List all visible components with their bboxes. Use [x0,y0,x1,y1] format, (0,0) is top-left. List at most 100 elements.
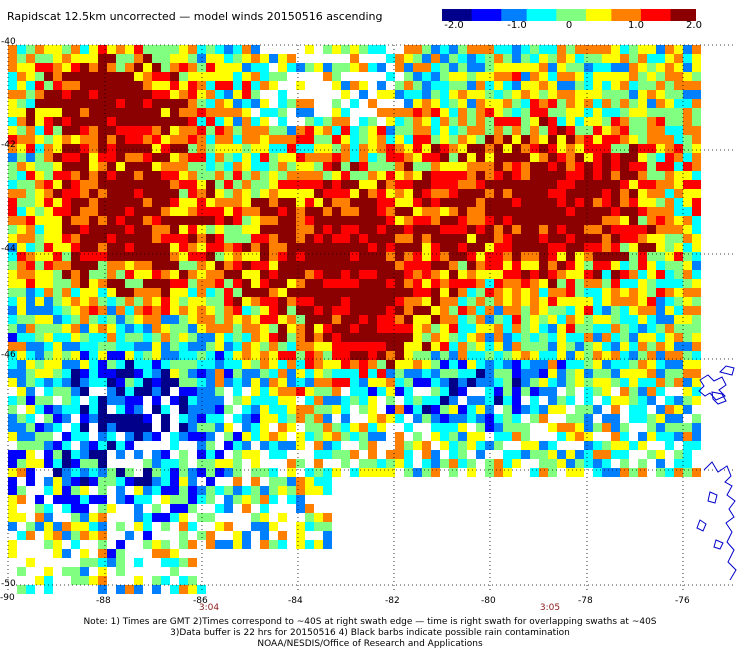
wind-cell [314,441,323,450]
wind-cell [674,423,683,432]
wind-cell [539,207,548,216]
wind-cell [647,297,656,306]
wind-cell [251,468,260,477]
colorbar-swatch [535,9,540,21]
wind-cell [242,306,251,315]
wind-cell [287,342,296,351]
wind-cell [125,441,134,450]
wind-cell [665,306,674,315]
wind-cell [521,45,530,54]
wind-cell [638,369,647,378]
wind-cell [278,90,287,99]
wind-cell [341,243,350,252]
wind-cell [332,405,341,414]
wind-cell [251,234,260,243]
wind-cell [440,324,449,333]
wind-cell [395,405,404,414]
wind-cell [386,171,395,180]
wind-cell [674,297,683,306]
wind-cell [8,549,17,558]
wind-cell [224,216,233,225]
wind-cell [386,90,395,99]
wind-cell [413,261,422,270]
wind-cell [53,324,62,333]
wind-cell [629,225,638,234]
wind-cell [404,126,413,135]
wind-cell [134,504,143,513]
wind-cell [98,90,107,99]
wind-cell [152,261,161,270]
wind-cell [179,270,188,279]
wind-cell [368,216,377,225]
wind-cell [17,243,26,252]
wind-cell [269,243,278,252]
wind-cell [512,297,521,306]
wind-cell [224,468,233,477]
wind-cell [521,450,530,459]
wind-cell [539,405,548,414]
wind-cell [62,378,71,387]
wind-cell [161,162,170,171]
wind-cell [161,72,170,81]
wind-cell [512,63,521,72]
wind-cell [530,207,539,216]
wind-cell [377,387,386,396]
wind-cell [161,405,170,414]
wind-cell [503,297,512,306]
wind-cell [350,99,359,108]
wind-cell [107,207,116,216]
wind-cell [602,324,611,333]
wind-cell [665,252,674,261]
wind-cell [665,333,674,342]
wind-cell [242,378,251,387]
colorbar-swatch [547,9,553,21]
wind-cell [341,261,350,270]
wind-cell [251,396,260,405]
wind-cell [665,432,674,441]
wind-cell [161,306,170,315]
wind-cell [584,63,593,72]
wind-cell [53,234,62,243]
wind-cell [332,315,341,324]
wind-cell [593,180,602,189]
wind-cell [566,63,575,72]
wind-cell [215,468,224,477]
wind-cell [377,135,386,144]
wind-cell [26,477,35,486]
wind-cell [404,450,413,459]
wind-cell [647,252,656,261]
wind-cell [269,351,278,360]
wind-cell [476,207,485,216]
wind-cell [188,252,197,261]
wind-cell [233,531,242,540]
wind-cell [179,117,188,126]
wind-cell [134,180,143,189]
colorbar-swatch [480,9,485,21]
wind-cell [485,63,494,72]
wind-cell [152,45,161,54]
wind-cell [143,486,152,495]
wind-cell [188,576,197,585]
colorbar-swatch [530,9,536,21]
wind-cell [80,45,89,54]
wind-cell [665,315,674,324]
wind-cell [431,405,440,414]
wind-cell [215,288,224,297]
wind-cell [503,180,512,189]
wind-cell [503,432,512,441]
wind-cell [467,351,476,360]
wind-cell [503,396,512,405]
wind-cell [656,387,665,396]
wind-cell [620,279,629,288]
wind-cell [188,108,197,117]
wind-cell [539,198,548,207]
wind-cell [557,144,566,153]
wind-cell [152,540,161,549]
wind-cell [134,360,143,369]
wind-cell [251,63,260,72]
wind-cell [458,54,467,63]
wind-cell [287,459,296,468]
wind-cell [647,108,656,117]
wind-cell [350,297,359,306]
wind-cell [8,135,17,144]
